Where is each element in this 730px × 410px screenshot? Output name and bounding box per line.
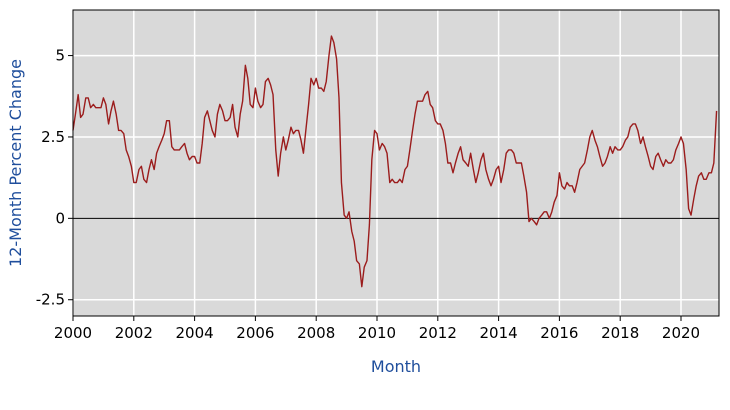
y-tick-label: 5 bbox=[55, 47, 65, 65]
y-tick-label: 0 bbox=[55, 209, 65, 227]
x-tick-label: 2004 bbox=[176, 324, 214, 342]
y-tick-label: -2.5 bbox=[36, 291, 65, 309]
x-tick-label: 2014 bbox=[480, 324, 518, 342]
x-tick-label: 2002 bbox=[115, 324, 153, 342]
x-tick-label: 2018 bbox=[601, 324, 639, 342]
x-tick-label: 2008 bbox=[297, 324, 335, 342]
y-axis-ticks: -2.5 0 2.5 5 bbox=[36, 47, 73, 309]
y-axis-title: 12-Month Percent Change bbox=[6, 59, 25, 267]
x-tick-label: 2012 bbox=[419, 324, 457, 342]
plot-border bbox=[72, 9, 720, 317]
x-tick-label: 2010 bbox=[358, 324, 396, 342]
x-tick-label: 2006 bbox=[236, 324, 274, 342]
x-tick-label: 2020 bbox=[662, 324, 700, 342]
x-axis-ticks: 2000 2002 2004 2006 2008 2010 2012 2014 2016 2018… bbox=[54, 316, 700, 342]
vertical-gridlines bbox=[72, 10, 682, 316]
series-line bbox=[72, 35, 718, 288]
horizontal-gridlines bbox=[73, 54, 719, 301]
x-tick-label: 2000 bbox=[54, 324, 92, 342]
y-tick-label: 2.5 bbox=[41, 128, 65, 146]
plot-area bbox=[73, 10, 719, 316]
x-axis-title: Month bbox=[371, 357, 421, 376]
x-tick-label: 2016 bbox=[540, 324, 578, 342]
